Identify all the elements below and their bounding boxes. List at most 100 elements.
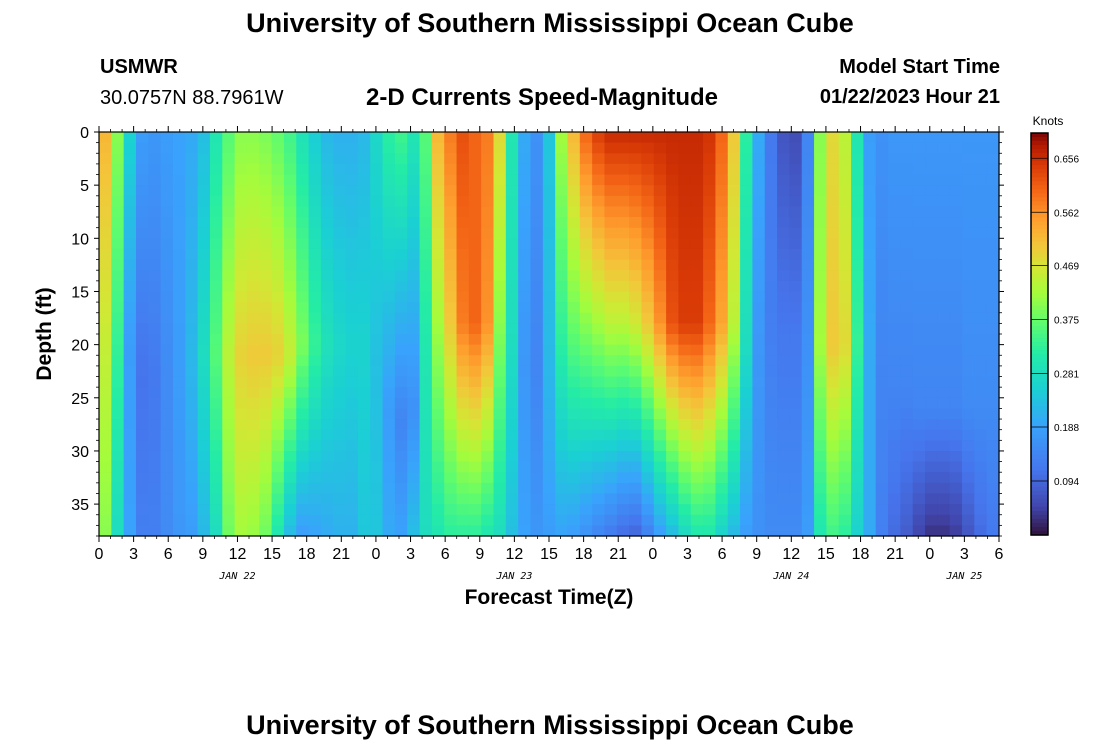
heatmap-cell bbox=[222, 504, 236, 516]
heatmap-cell bbox=[357, 217, 371, 229]
heatmap-cell bbox=[283, 206, 297, 218]
heatmap-cell bbox=[394, 163, 408, 176]
heatmap-cell bbox=[308, 450, 322, 463]
heatmap-cell bbox=[764, 323, 778, 335]
heatmap-cell bbox=[160, 493, 174, 505]
heatmap-cell bbox=[394, 440, 408, 452]
heatmap-cell bbox=[481, 408, 495, 420]
heatmap-cell bbox=[160, 195, 174, 208]
heatmap-cell bbox=[111, 302, 125, 314]
heatmap-cell bbox=[777, 291, 791, 303]
heatmap-cell bbox=[283, 132, 297, 144]
heatmap-cell bbox=[468, 174, 482, 186]
heatmap-cell bbox=[814, 387, 827, 399]
heatmap-cell bbox=[308, 238, 322, 250]
heatmap-cell bbox=[567, 450, 581, 463]
heatmap-cell bbox=[444, 174, 458, 186]
heatmap-cell bbox=[666, 142, 680, 154]
heatmap-cell bbox=[308, 365, 322, 378]
colorbar-segment bbox=[1031, 185, 1048, 190]
heatmap-cell bbox=[172, 291, 186, 303]
heatmap-cell bbox=[826, 514, 840, 526]
heatmap-cell bbox=[838, 482, 852, 495]
heatmap-cell bbox=[900, 334, 914, 346]
heatmap-cell bbox=[468, 408, 482, 420]
heatmap-cell bbox=[234, 174, 248, 186]
heatmap-cell bbox=[185, 142, 199, 154]
heatmap-cell bbox=[505, 504, 519, 516]
heatmap-cell bbox=[357, 429, 371, 441]
heatmap-cell bbox=[246, 472, 260, 484]
heatmap-cell bbox=[468, 461, 482, 473]
heatmap-cell bbox=[456, 365, 470, 378]
x-tick-label: 9 bbox=[752, 546, 761, 563]
heatmap-cell bbox=[382, 227, 396, 239]
heatmap-cell bbox=[246, 323, 260, 335]
heatmap-cell bbox=[431, 504, 445, 516]
heatmap-cell bbox=[789, 195, 803, 208]
heatmap-cell bbox=[604, 280, 618, 293]
heatmap-cell bbox=[740, 142, 754, 154]
heatmap-cell bbox=[764, 334, 778, 346]
heatmap-cell bbox=[875, 514, 889, 526]
heatmap-cell bbox=[863, 238, 877, 250]
heatmap-cell bbox=[863, 248, 877, 261]
heatmap-cell bbox=[851, 185, 864, 197]
heatmap-cell bbox=[530, 227, 544, 239]
heatmap-cell bbox=[111, 227, 125, 239]
heatmap-cell bbox=[604, 397, 618, 410]
heatmap-cell bbox=[962, 419, 975, 431]
heatmap-cell bbox=[764, 344, 778, 356]
heatmap-cell bbox=[555, 132, 569, 144]
heatmap-cell bbox=[875, 334, 889, 346]
heatmap-cell bbox=[616, 387, 630, 399]
heatmap-cell bbox=[493, 514, 507, 526]
heatmap-cell bbox=[357, 355, 371, 367]
heatmap-cell bbox=[875, 217, 889, 229]
heatmap-cell bbox=[555, 217, 569, 229]
heatmap-cell bbox=[666, 408, 680, 420]
heatmap-cell bbox=[801, 132, 815, 144]
heatmap-cell bbox=[838, 440, 852, 452]
heatmap-cell bbox=[259, 142, 273, 154]
heatmap-cell bbox=[135, 302, 149, 314]
colorbar-segment bbox=[1031, 257, 1048, 263]
heatmap-cell bbox=[542, 397, 556, 410]
heatmap-cell bbox=[555, 248, 569, 261]
heatmap-cell bbox=[357, 174, 371, 186]
heatmap-cell bbox=[493, 408, 507, 420]
heatmap-cell bbox=[394, 344, 408, 356]
heatmap-cell bbox=[641, 163, 655, 176]
heatmap-cell bbox=[567, 248, 581, 261]
heatmap-cell bbox=[148, 185, 162, 197]
heatmap-cell bbox=[912, 525, 926, 537]
heatmap-cell bbox=[185, 270, 199, 282]
heatmap-cell bbox=[246, 248, 260, 261]
heatmap-cell bbox=[382, 397, 396, 410]
heatmap-cell bbox=[407, 142, 421, 154]
heatmap-cell bbox=[604, 387, 618, 399]
heatmap-cell bbox=[333, 387, 347, 399]
heatmap-cell bbox=[974, 387, 988, 399]
heatmap-cell bbox=[888, 387, 901, 399]
heatmap-cell bbox=[629, 387, 643, 399]
heatmap-cell bbox=[259, 419, 273, 431]
heatmap-cell bbox=[345, 355, 359, 367]
heatmap-cell bbox=[900, 450, 914, 463]
colorbar-segment bbox=[1031, 394, 1048, 399]
heatmap-cell bbox=[986, 270, 1000, 282]
heatmap-cell bbox=[370, 302, 384, 314]
heatmap-cell bbox=[185, 291, 199, 303]
heatmap-cell bbox=[185, 344, 199, 356]
heatmap-cell bbox=[296, 248, 310, 261]
heatmap-cell bbox=[567, 185, 581, 197]
heatmap-cell bbox=[222, 259, 236, 271]
heatmap-cell bbox=[740, 206, 754, 218]
heatmap-cell bbox=[259, 365, 273, 378]
heatmap-cell bbox=[111, 217, 125, 229]
heatmap-cell bbox=[308, 132, 322, 144]
heatmap-cell bbox=[592, 334, 606, 346]
heatmap-cell bbox=[271, 365, 285, 378]
heatmap-cell bbox=[222, 217, 236, 229]
heatmap-cell bbox=[123, 227, 137, 239]
